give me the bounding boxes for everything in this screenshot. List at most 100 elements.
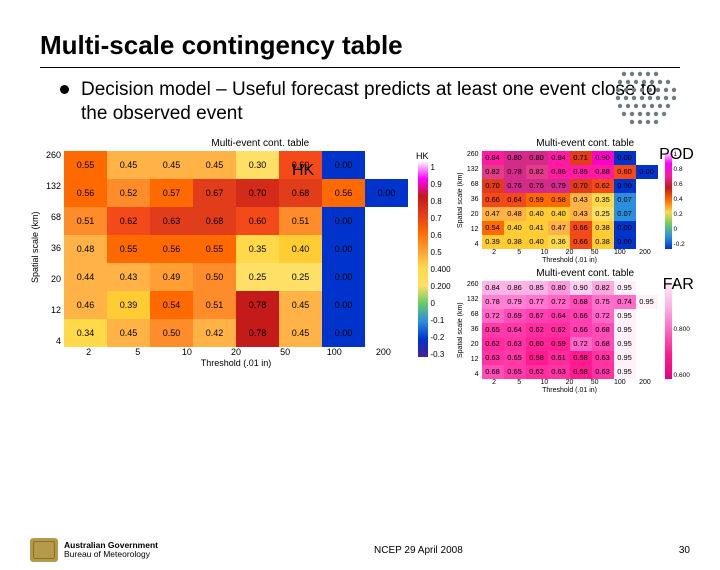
tick-label: 5 [507, 249, 532, 256]
heatmap-cell: 0.00 [636, 165, 658, 179]
heatmap-cell [636, 179, 658, 193]
heatmap-cell: 0.62 [482, 337, 504, 351]
heatmap-cell: 0.00 [322, 151, 365, 179]
heatmap-cell: 0.72 [592, 309, 614, 323]
tick-label: 5 [507, 379, 532, 386]
cbar-tick: -0.2 [674, 241, 685, 248]
tick-label: 100 [310, 347, 359, 357]
heatmap-cell: 0.74 [614, 295, 636, 309]
heatmap-cell: 0.80 [526, 151, 548, 165]
cbar-tick: 0.6 [674, 181, 685, 188]
heatmap-cell: 0.80 [548, 281, 570, 295]
tick-label: 20 [471, 211, 479, 218]
cbar-tick: -0.1 [431, 316, 451, 325]
pod-yticks: 260132683620124 [464, 151, 482, 249]
far-heatmap: 0.840.860.850.800.900.820.950.780.790.77… [482, 281, 658, 379]
cbar-tick: 0.8 [431, 197, 451, 206]
footer-date: NCEP 29 April 2008 [374, 545, 463, 556]
heatmap-cell: 0.63 [504, 337, 526, 351]
heatmap-cell: 0.41 [526, 221, 548, 235]
heatmap-cell: 0.47 [548, 221, 570, 235]
heatmap-cell [636, 151, 658, 165]
heatmap-cell [636, 365, 658, 379]
tick-label: 36 [471, 326, 479, 333]
heatmap-cell: 0.55 [193, 235, 236, 263]
heatmap-cell: 0.66 [570, 221, 592, 235]
heatmap-cell: 0.80 [504, 151, 526, 165]
heatmap-cell: 0.79 [548, 179, 570, 193]
heatmap-cell: 0.84 [482, 151, 504, 165]
heatmap-cell: 0.85 [526, 281, 548, 295]
heatmap-cell: 0.68 [592, 337, 614, 351]
heatmap-cell: 0.58 [570, 365, 592, 379]
tick-label: 20 [557, 379, 582, 386]
heatmap-cell: 0.25 [236, 263, 279, 291]
heatmap-cell: 0.77 [526, 295, 548, 309]
heatmap-cell: 0.63 [482, 351, 504, 365]
heatmap-cell: 0.95 [614, 337, 636, 351]
tick-label: 260 [46, 151, 61, 160]
far-ylabel: Spatial scale (km) [457, 281, 464, 379]
heatmap-cell: 0.72 [548, 295, 570, 309]
coat-of-arms-icon [30, 538, 58, 562]
heatmap-cell: 0.75 [592, 295, 614, 309]
tick-label: 2 [482, 249, 507, 256]
heatmap-cell: 0.63 [548, 365, 570, 379]
cbar-tick: 0 [674, 226, 685, 233]
heatmap-cell: 0.86 [548, 165, 570, 179]
gov-line1: Australian Government [64, 541, 158, 550]
cbar-tick: 0.600 [674, 372, 690, 379]
tick-label: 200 [632, 379, 657, 386]
heatmap-cell: 0.70 [570, 179, 592, 193]
page-number: 30 [679, 545, 690, 556]
tick-label: 2 [482, 379, 507, 386]
cbar-tick: 0 [431, 299, 451, 308]
heatmap-cell: 0.44 [64, 263, 107, 291]
heatmap-cell: 0.00 [614, 179, 636, 193]
heatmap-cell: 0.78 [482, 295, 504, 309]
heatmap-cell: 0.82 [526, 165, 548, 179]
heatmap-cell: 0.68 [570, 295, 592, 309]
heatmap-cell: 0.43 [570, 207, 592, 221]
hk-colorbar [418, 161, 428, 357]
title-rule [40, 67, 680, 68]
heatmap-cell: 0.85 [570, 165, 592, 179]
hk-xlabel: Threshold (.01 in) [64, 358, 408, 368]
hk-cbar-label: HK [416, 151, 429, 161]
bullet-row: Decision model – Useful forecast predict… [60, 78, 680, 126]
pod-cbar-ticks: 10.80.60.40.20-0.2 [674, 151, 685, 249]
tick-label: 10 [532, 249, 557, 256]
cbar-tick: 0.6 [431, 231, 451, 240]
heatmap-cell: 0.25 [592, 207, 614, 221]
tick-label: 200 [359, 347, 408, 357]
heatmap-cell: 0.65 [482, 323, 504, 337]
right-column: POD Multi-event cont. table Spatial scal… [457, 138, 690, 394]
bullet-icon [60, 85, 69, 94]
tick-label: 132 [46, 182, 61, 191]
heatmap-cell: 0.82 [482, 165, 504, 179]
cbar-tick: 0.4 [674, 196, 685, 203]
heatmap-cell: 0.48 [504, 207, 526, 221]
tick-label: 132 [467, 296, 479, 303]
heatmap-cell: 0.56 [150, 235, 193, 263]
heatmap-cell: 0.38 [592, 235, 614, 249]
heatmap-cell: 0.40 [504, 221, 526, 235]
heatmap-cell: 0.70 [482, 179, 504, 193]
heatmap-cell: 0.60 [526, 337, 548, 351]
bullet-text: Decision model – Useful forecast predict… [81, 78, 680, 126]
heatmap-cell: 0.48 [64, 235, 107, 263]
heatmap-cell: 0.82 [592, 281, 614, 295]
heatmap-cell: 0.58 [526, 351, 548, 365]
tick-label: 4 [475, 241, 479, 248]
heatmap-cell: 0.68 [193, 207, 236, 235]
cbar-tick: 0.400 [431, 265, 451, 274]
heatmap-cell: 0.76 [504, 179, 526, 193]
heatmap-cell: 0.86 [504, 281, 526, 295]
tick-label: 5 [113, 347, 162, 357]
heatmap-cell: 0.72 [570, 337, 592, 351]
tick-label: 10 [162, 347, 211, 357]
heatmap-cell: 0.67 [193, 179, 236, 207]
heatmap-cell: 0.40 [526, 235, 548, 249]
heatmap-cell: 0.54 [150, 291, 193, 319]
heatmap-cell: 0.63 [150, 207, 193, 235]
